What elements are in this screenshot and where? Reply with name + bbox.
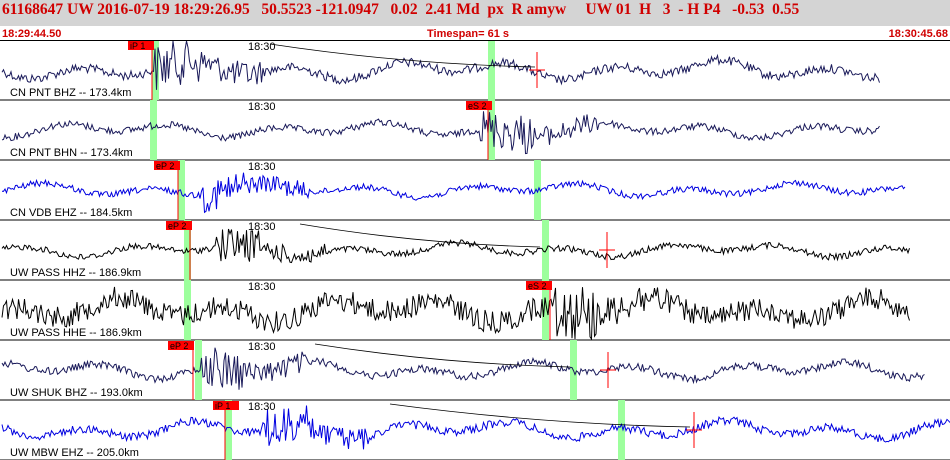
- pick-window: [618, 400, 625, 460]
- station-label: UW MBW EHZ -- 205.0km: [10, 447, 139, 459]
- title-bar: 61168647 UW 2016-07-19 18:29:26.95 50.55…: [0, 0, 950, 26]
- pick-label: iP 1: [130, 41, 145, 51]
- station-label: CN PNT BHN -- 173.4km: [10, 147, 133, 159]
- pick-window: [178, 160, 185, 220]
- pick-flag[interactable]: [466, 101, 492, 110]
- waveform-trace[interactable]: [1, 347, 925, 390]
- time-mark: 18:30: [248, 341, 276, 353]
- seismogram-panel[interactable]: iP 1 18:30 eS 2 18:30 eP 2 18:30 eP 2 18:30 eS 2…: [0, 40, 950, 460]
- time-mark: 18:30: [248, 221, 276, 233]
- station-label: UW PASS HHZ -- 186.9km: [10, 267, 142, 279]
- pick-label: eS 2: [468, 101, 487, 111]
- timespan-label: Timespan= 61 s: [427, 28, 510, 40]
- arrival-curve: [299, 223, 541, 248]
- waveform-trace[interactable]: [1, 228, 910, 264]
- start-time-label: 18:29:44.50: [2, 28, 62, 40]
- time-mark: 18:30: [248, 101, 276, 113]
- time-mark: 18:30: [248, 401, 276, 413]
- pick-flag[interactable]: [154, 161, 180, 170]
- pick-window: [195, 340, 202, 400]
- pick-flag[interactable]: [213, 401, 239, 410]
- time-mark: 18:30: [248, 41, 276, 53]
- pick-label: eP 2: [156, 161, 174, 171]
- arrival-curve: [269, 43, 536, 68]
- station-label: CN PNT BHZ -- 173.4km: [10, 87, 132, 99]
- event-summary-title: 61168647 UW 2016-07-19 18:29:26.95 50.55…: [2, 1, 800, 18]
- pick-flag[interactable]: [168, 341, 194, 350]
- arrival-curve: [389, 403, 691, 428]
- pick-label: iP 1: [215, 401, 230, 411]
- time-mark: 18:30: [248, 281, 276, 293]
- pick-label: eP 2: [170, 341, 188, 351]
- pick-flag[interactable]: [128, 41, 154, 50]
- waveform-trace[interactable]: [1, 172, 906, 214]
- pick-window: [542, 280, 549, 340]
- pick-flag[interactable]: [526, 281, 552, 290]
- station-label: UW SHUK BHZ -- 193.0km: [10, 387, 143, 399]
- pick-window: [488, 40, 495, 100]
- pick-window: [150, 100, 157, 160]
- waveform-trace[interactable]: [1, 286, 910, 341]
- station-label: UW PASS HHE -- 186.9km: [10, 327, 142, 339]
- station-label: CN VDB EHZ -- 184.5km: [10, 207, 133, 219]
- waveform-trace[interactable]: [1, 405, 950, 450]
- pick-window: [225, 400, 232, 460]
- time-mark: 18:30: [248, 161, 276, 173]
- pick-window: [534, 160, 541, 220]
- pick-window: [542, 220, 549, 280]
- arrival-curve: [314, 343, 571, 368]
- waveform-trace[interactable]: [1, 40, 880, 90]
- end-time-label: 18:30:45.68: [888, 28, 948, 40]
- pick-label: eS 2: [528, 281, 547, 291]
- waveform-trace[interactable]: [1, 111, 880, 155]
- pick-label: eP 2: [168, 221, 186, 231]
- pick-flag[interactable]: [166, 221, 192, 230]
